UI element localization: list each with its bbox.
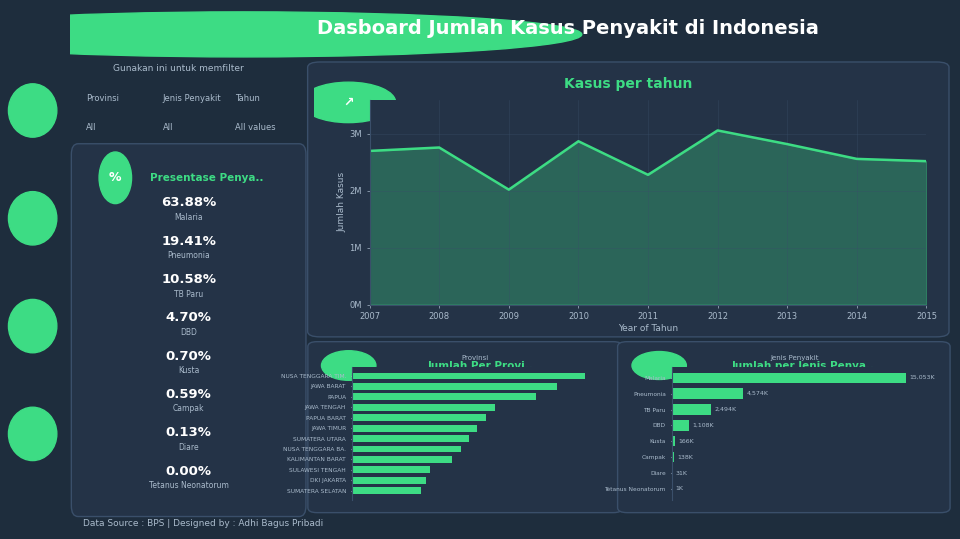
Y-axis label: Jumlah Kasus: Jumlah Kasus xyxy=(338,172,347,232)
Text: Kusta: Kusta xyxy=(178,366,200,375)
Bar xyxy=(352,404,495,411)
Bar xyxy=(672,389,743,399)
Text: 1,108K: 1,108K xyxy=(693,423,714,428)
Circle shape xyxy=(322,351,376,381)
Bar xyxy=(672,372,906,383)
Bar xyxy=(352,487,420,494)
Text: Dasboard Jumlah Kasus Penyakit di Indonesia: Dasboard Jumlah Kasus Penyakit di Indone… xyxy=(318,19,820,38)
Circle shape xyxy=(301,82,396,122)
Text: Campak: Campak xyxy=(173,404,204,413)
Bar xyxy=(672,436,675,446)
Text: 4.70%: 4.70% xyxy=(166,312,211,324)
Text: 0.59%: 0.59% xyxy=(166,388,211,401)
Text: Provinsi: Provinsi xyxy=(461,355,489,361)
Text: Gunakan ini untuk memfilter: Gunakan ini untuk memfilter xyxy=(113,64,244,73)
Text: 4,574K: 4,574K xyxy=(747,391,769,396)
Bar xyxy=(672,404,710,414)
Circle shape xyxy=(9,299,57,353)
Bar xyxy=(352,383,558,390)
Text: 0.70%: 0.70% xyxy=(166,350,211,363)
Text: 2,494K: 2,494K xyxy=(714,407,736,412)
Text: 15,053K: 15,053K xyxy=(909,375,935,380)
Bar xyxy=(352,446,461,452)
Circle shape xyxy=(632,351,686,379)
Text: %: % xyxy=(109,171,122,184)
Text: 138K: 138K xyxy=(678,455,693,460)
Text: 10.58%: 10.58% xyxy=(161,273,216,286)
Bar xyxy=(352,456,452,463)
Text: Tetanus Neonatorum: Tetanus Neonatorum xyxy=(149,481,228,490)
Circle shape xyxy=(99,152,132,204)
Text: Provinsi: Provinsi xyxy=(85,94,119,103)
FancyBboxPatch shape xyxy=(617,342,950,513)
FancyBboxPatch shape xyxy=(308,342,622,513)
Text: Jumlah Per Provi..: Jumlah Per Provi.. xyxy=(427,361,533,370)
Text: 166K: 166K xyxy=(678,439,694,444)
Circle shape xyxy=(9,84,57,137)
Text: DBD: DBD xyxy=(180,328,197,337)
Bar xyxy=(352,372,586,379)
Text: Diare: Diare xyxy=(179,443,199,452)
Bar xyxy=(352,414,486,421)
Bar xyxy=(672,452,674,462)
Bar xyxy=(352,393,536,400)
Bar xyxy=(352,435,468,442)
Text: 0.13%: 0.13% xyxy=(166,426,211,439)
FancyBboxPatch shape xyxy=(71,144,306,516)
X-axis label: Year of Tahun: Year of Tahun xyxy=(618,324,678,333)
Bar xyxy=(352,466,430,473)
Circle shape xyxy=(9,407,57,460)
Text: Kasus per tahun: Kasus per tahun xyxy=(564,77,692,91)
Circle shape xyxy=(9,191,57,245)
Text: Tahun: Tahun xyxy=(234,94,259,103)
Text: Data Source : BPS | Designed by : Adhi Bagus Pribadi: Data Source : BPS | Designed by : Adhi B… xyxy=(84,520,324,528)
Text: 63.88%: 63.88% xyxy=(161,196,216,209)
Text: ↗: ↗ xyxy=(344,96,353,109)
Text: Jenis Penyakit: Jenis Penyakit xyxy=(162,94,221,103)
Circle shape xyxy=(0,12,582,57)
Text: All: All xyxy=(162,123,173,133)
FancyBboxPatch shape xyxy=(307,62,949,337)
Text: TB Paru: TB Paru xyxy=(174,289,204,299)
Bar xyxy=(352,425,477,432)
Text: Pneumonia: Pneumonia xyxy=(167,251,210,260)
Text: Malaria: Malaria xyxy=(175,213,203,222)
Text: 1K: 1K xyxy=(676,487,684,492)
Text: Presentase Penya..: Presentase Penya.. xyxy=(150,173,263,183)
Text: All values: All values xyxy=(234,123,276,133)
Text: All: All xyxy=(85,123,96,133)
Bar xyxy=(352,477,426,483)
Text: Jenis Penyakit: Jenis Penyakit xyxy=(771,355,819,361)
Text: Jumlah per Jenis Penya..: Jumlah per Jenis Penya.. xyxy=(732,361,875,370)
Bar xyxy=(672,420,689,431)
Text: 31K: 31K xyxy=(676,471,688,475)
Text: 19.41%: 19.41% xyxy=(161,234,216,248)
Text: 0.00%: 0.00% xyxy=(166,465,211,478)
